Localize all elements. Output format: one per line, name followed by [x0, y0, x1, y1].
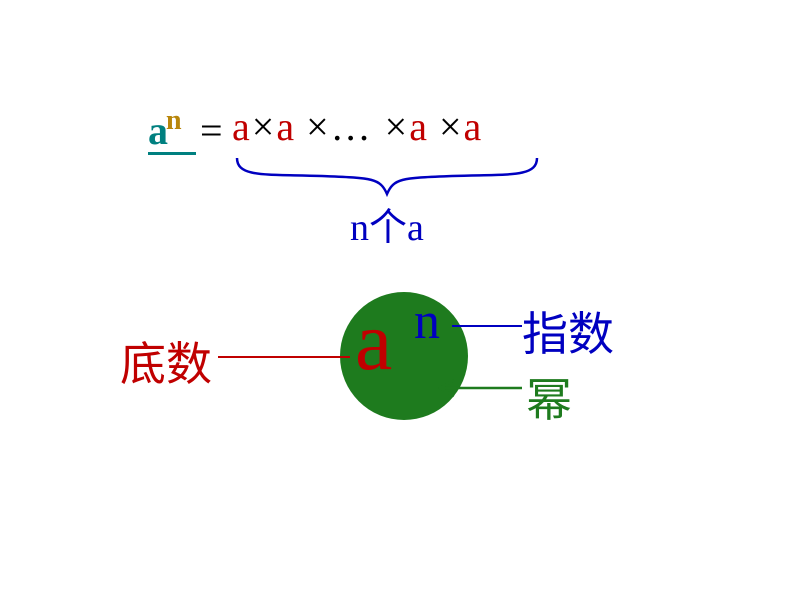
line-to-base [218, 356, 350, 358]
rhs-a-4: a [464, 104, 482, 149]
label-base: 底数 [120, 328, 212, 394]
rhs-a-1: a [232, 104, 250, 149]
rhs-times-3: × [385, 104, 408, 149]
line-to-exponent [452, 325, 522, 327]
equation-lhs: an [148, 107, 182, 154]
equals-sign: = [200, 107, 223, 154]
lhs-base-a: a [148, 108, 168, 153]
arrow-to-power [432, 378, 522, 398]
lhs-underline [148, 152, 196, 155]
label-power: 幂 [526, 364, 572, 430]
label-exponent: 指数 [522, 298, 614, 364]
rhs-times-4: × [439, 104, 462, 149]
rhs-times-2: × [306, 104, 329, 149]
equation-rhs: a×a ×… ×a ×a [232, 103, 481, 150]
rhs-a-3: a [409, 104, 427, 149]
underbrace-label: n个a [350, 196, 424, 251]
rhs-a-2: a [276, 104, 294, 149]
arrow-to-power-svg [432, 378, 522, 398]
diagram-canvas: an = a×a ×… ×a ×a n个a a n 底数 指数 幂 [0, 0, 794, 596]
circle-exponent-n: n [414, 296, 440, 348]
rhs-dots: … [331, 104, 373, 149]
circle-base-a: a [355, 300, 392, 384]
lhs-exponent-n: n [166, 105, 182, 136]
underbrace-path [237, 158, 537, 194]
rhs-times-1: × [252, 104, 275, 149]
